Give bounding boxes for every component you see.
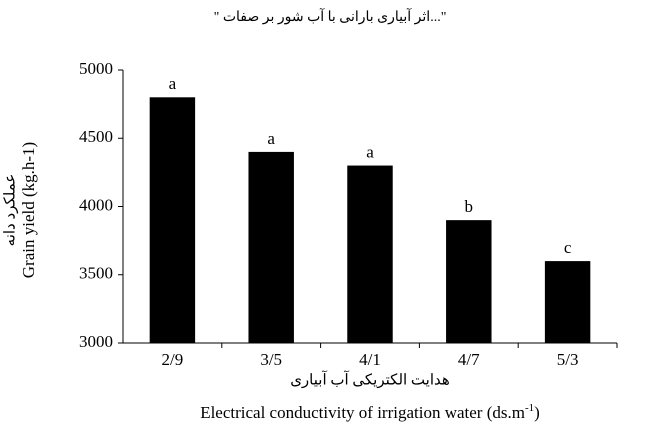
chart-title: " اثر آبیاری بارانی با آب شور بر صفات...…: [214, 7, 447, 25]
bar: [446, 220, 492, 343]
bar: [149, 97, 196, 343]
x-tick-label: 3/5: [260, 350, 282, 369]
bar: [248, 151, 294, 343]
significance-letter: a: [267, 129, 275, 148]
bar: [544, 261, 591, 343]
x-axis-label-fa: هدایت الکتریکی آب آبیاری: [290, 370, 450, 388]
y-axis-label-fa: عملکرد دانه: [2, 174, 18, 247]
significance-letter: b: [465, 197, 474, 216]
y-tick-label: 4000: [79, 195, 113, 214]
x-axis-label-main: Electrical conductivity of irrigation wa…: [200, 403, 525, 422]
y-tick-label: 3000: [79, 332, 113, 351]
significance-letter: a: [169, 74, 177, 93]
x-axis-label-end: ): [534, 403, 540, 422]
y-tick-label: 5000: [79, 59, 113, 78]
y-tick-label: 3500: [79, 264, 113, 283]
y-tick-label: 4500: [79, 127, 113, 146]
y-axis-label: Grain yield (kg.h-1): [19, 142, 38, 278]
x-tick-label: 4/7: [458, 350, 480, 369]
x-tick-label: 5/3: [557, 350, 579, 369]
significance-letter: a: [366, 142, 374, 161]
x-axis-label: Electrical conductivity of irrigation wa…: [200, 402, 540, 422]
bar: [347, 165, 393, 343]
x-tick-label: 4/1: [359, 350, 381, 369]
x-axis-label-sup: -1: [525, 402, 534, 414]
x-tick-label: 2/9: [162, 350, 184, 369]
significance-letter: c: [564, 238, 572, 257]
